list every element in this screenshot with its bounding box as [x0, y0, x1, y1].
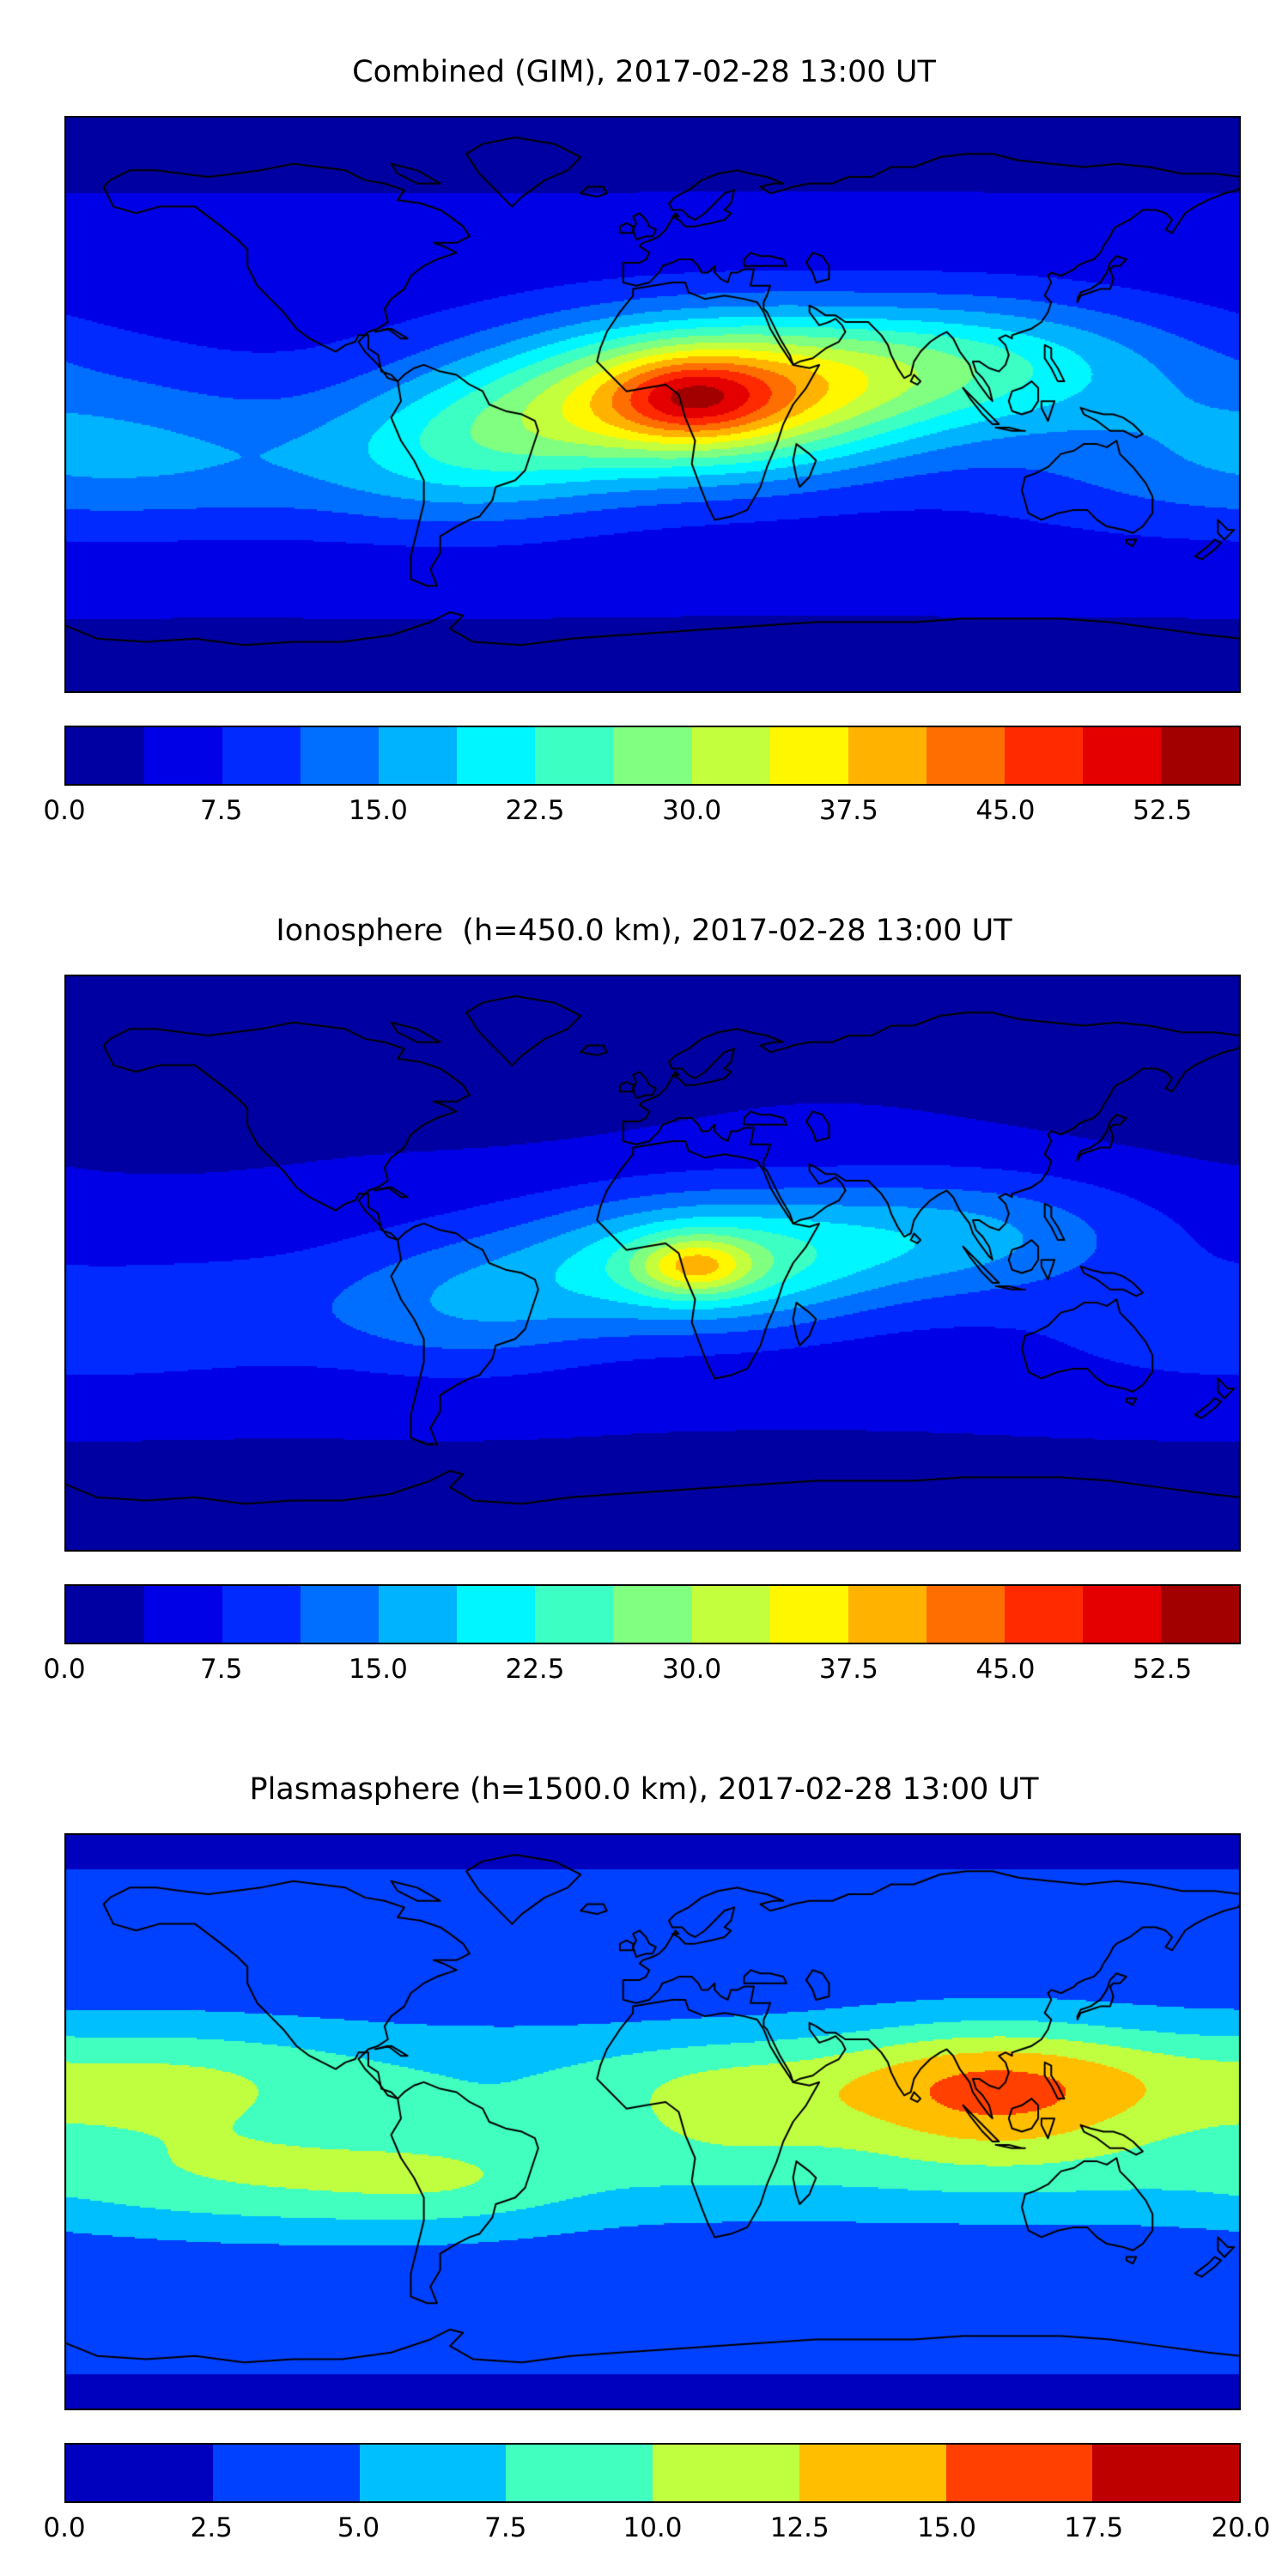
colorbar-tick-label: 22.5	[505, 795, 565, 826]
colorbar-tick-label: 12.5	[769, 2512, 829, 2543]
colorbar-segment	[222, 1586, 301, 1643]
colorbar-tick-label: 37.5	[818, 1654, 878, 1685]
colorbar-tick-label: 37.5	[818, 795, 878, 826]
colorbar-tick-label: 7.5	[200, 795, 243, 826]
colorbar-segment	[457, 727, 536, 784]
colorbar-segment	[1004, 727, 1083, 784]
colorbar-tick-label: 15.0	[916, 2512, 977, 2543]
panel-title: Ionosphere (h=450.0 km), 2017-02-28 13:0…	[276, 914, 1012, 948]
colorbar-segment	[691, 1586, 770, 1643]
panel-ionosphere: Ionosphere (h=450.0 km), 2017-02-28 13:0…	[0, 859, 1288, 1717]
panel-title: Plasmasphere (h=1500.0 km), 2017-02-28 1…	[249, 1772, 1039, 1807]
panel-plasmasphere: Plasmasphere (h=1500.0 km), 2017-02-28 1…	[0, 1717, 1288, 2576]
map-canvas-plasmasphere	[64, 1833, 1241, 2410]
colorbar-tick-label: 22.5	[505, 1654, 565, 1685]
colorbar-tick-label: 17.5	[1064, 2512, 1124, 2543]
colorbar-segment	[613, 1586, 692, 1643]
colorbar-combined	[64, 726, 1241, 786]
colorbar-segment	[301, 727, 380, 784]
colorbar-tick-label: 7.5	[200, 1654, 243, 1685]
colorbar-segment	[1160, 1586, 1239, 1643]
colorbar-segment	[926, 727, 1005, 784]
colorbar-segment	[535, 1586, 614, 1643]
map-canvas-combined	[64, 116, 1241, 693]
colorbar-tick-label: 52.5	[1133, 1654, 1193, 1685]
colorbar-segment	[144, 1586, 223, 1643]
colorbar-segment	[1082, 1586, 1161, 1643]
colorbar-tick-label: 5.0	[337, 2512, 380, 2543]
colorbar-segment	[379, 1586, 458, 1643]
colorbar-segment	[691, 727, 770, 784]
colorbar-segment	[301, 1586, 380, 1643]
colorbar-tick-label: 30.0	[662, 795, 722, 826]
panel-title: Combined (GIM), 2017-02-28 13:00 UT	[352, 55, 936, 89]
map-canvas-ionosphere	[64, 975, 1241, 1552]
colorbar-segment	[535, 727, 614, 784]
colorbar-ticks-ionosphere: 0.0 7.5 15.0 22.5 30.0 37.5 45.0 52.5	[43, 1652, 1241, 1690]
colorbar-segment	[222, 727, 301, 784]
colorbar-tick-label: 52.5	[1133, 795, 1193, 826]
colorbar-ticks-combined: 0.0 7.5 15.0 22.5 30.0 37.5 45.0 52.5	[43, 793, 1241, 831]
colorbar-segment	[66, 2445, 213, 2501]
colorbar-tick-label: 7.5	[484, 2512, 527, 2543]
colorbar-tick-label: 0.0	[43, 2512, 86, 2543]
colorbar-tick-label: 45.0	[975, 1654, 1036, 1685]
colorbar-segment	[613, 727, 692, 784]
colorbar-segment	[799, 2445, 946, 2501]
colorbar-tick-label: 0.0	[43, 795, 86, 826]
map-combined	[64, 116, 1241, 693]
colorbar-segment	[359, 2445, 507, 2501]
colorbar-segment	[769, 727, 848, 784]
colorbar-segment	[1004, 1586, 1083, 1643]
colorbar-ticks-plasmasphere: 0.0 2.5 5.0 7.5 10.0 12.5 15.0 17.5 20.0	[43, 2511, 1270, 2549]
colorbar-tick-label: 15.0	[348, 795, 408, 826]
colorbar-segment	[1082, 727, 1161, 784]
colorbar-segment	[1160, 727, 1239, 784]
colorbar-segment	[457, 1586, 536, 1643]
colorbar-segment	[1092, 2445, 1239, 2501]
colorbar-segment	[379, 727, 458, 784]
colorbar-segment	[769, 1586, 848, 1643]
colorbar-segment	[66, 727, 145, 784]
colorbar-tick-label: 0.0	[43, 1654, 86, 1685]
colorbar-segment	[926, 1586, 1005, 1643]
colorbar-tick-label: 2.5	[190, 2512, 233, 2543]
colorbar-tick-label: 45.0	[975, 795, 1036, 826]
colorbar-ionosphere	[64, 1584, 1241, 1644]
colorbar-tick-label: 30.0	[662, 1654, 722, 1685]
map-ionosphere	[64, 975, 1241, 1552]
colorbar-segment	[506, 2445, 653, 2501]
colorbar-segment	[848, 727, 927, 784]
colorbar-segment	[144, 727, 223, 784]
colorbar-segment	[66, 1586, 145, 1643]
colorbar-tick-label: 10.0	[623, 2512, 683, 2543]
colorbar-segment	[848, 1586, 927, 1643]
colorbar-plasmasphere	[64, 2443, 1241, 2503]
colorbar-segment	[212, 2445, 360, 2501]
panel-combined: Combined (GIM), 2017-02-28 13:00 UT 0.0 7…	[0, 0, 1288, 859]
map-plasmasphere	[64, 1833, 1241, 2410]
colorbar-segment	[945, 2445, 1093, 2501]
colorbar-segment	[653, 2445, 799, 2501]
colorbar-tick-label: 20.0	[1211, 2512, 1271, 2543]
colorbar-tick-label: 15.0	[348, 1654, 408, 1685]
